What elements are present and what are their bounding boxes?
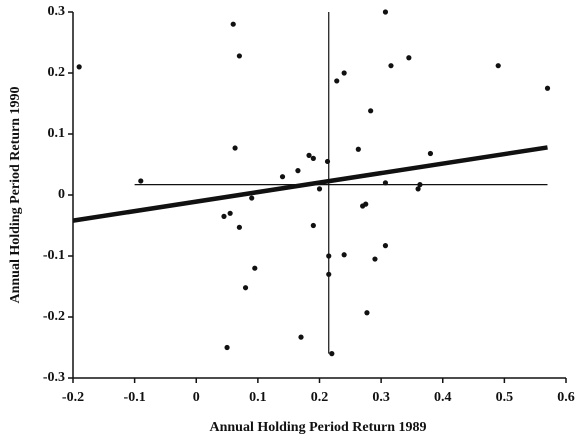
point <box>495 63 501 69</box>
y-tick-label: -0.3 <box>43 370 65 385</box>
point <box>406 55 412 61</box>
point <box>334 78 340 84</box>
point <box>242 285 249 291</box>
point <box>324 158 331 165</box>
point <box>329 351 335 357</box>
point <box>230 21 236 27</box>
point <box>224 344 230 351</box>
fit-line <box>72 145 548 223</box>
x-tick-label: 0 <box>193 390 200 405</box>
point <box>382 243 389 249</box>
point <box>355 146 361 152</box>
y-tick-label: -0.2 <box>43 309 65 324</box>
point <box>341 70 347 76</box>
x-tick-label: 0.6 <box>557 390 575 405</box>
x-tick-label: 0.5 <box>496 390 514 405</box>
point <box>427 150 434 157</box>
point <box>232 145 238 151</box>
y-tick-label: 0 <box>58 187 65 202</box>
point <box>382 180 389 186</box>
point <box>249 195 255 201</box>
point <box>295 168 301 174</box>
point <box>417 182 423 188</box>
point <box>364 310 370 316</box>
point <box>341 252 347 258</box>
x-axis-label: Annual Holding Period Return 1989 <box>209 420 426 435</box>
y-tick-label: 0.1 <box>48 126 66 141</box>
point <box>138 178 144 184</box>
point <box>326 253 332 259</box>
point <box>544 85 551 91</box>
point <box>316 186 323 192</box>
point <box>236 53 242 59</box>
y-axis-label: Annual Holding Period Return 1990 <box>8 86 23 303</box>
point <box>279 174 286 180</box>
x-tick-label: -0.2 <box>62 390 84 405</box>
point <box>363 201 369 207</box>
point <box>310 222 316 229</box>
point <box>382 9 389 15</box>
point <box>306 152 312 158</box>
point <box>415 186 421 192</box>
y-tick-label: -0.1 <box>43 248 65 263</box>
point <box>368 108 374 114</box>
point <box>236 224 242 230</box>
point <box>252 265 258 271</box>
point <box>298 334 304 340</box>
point <box>326 271 332 277</box>
point <box>76 64 82 70</box>
x-tick-label: 0.2 <box>311 390 329 405</box>
y-tick-label: 0.3 <box>48 4 66 19</box>
point <box>221 213 227 219</box>
point <box>227 210 233 216</box>
point <box>310 155 316 161</box>
x-tick-label: -0.1 <box>124 390 146 405</box>
x-tick-label: 0.3 <box>372 390 390 405</box>
x-tick-label: 0.1 <box>249 390 267 405</box>
x-tick-label: 0.4 <box>434 390 452 405</box>
point <box>388 63 394 69</box>
y-tick-label: 0.2 <box>48 65 66 80</box>
point <box>372 256 378 262</box>
